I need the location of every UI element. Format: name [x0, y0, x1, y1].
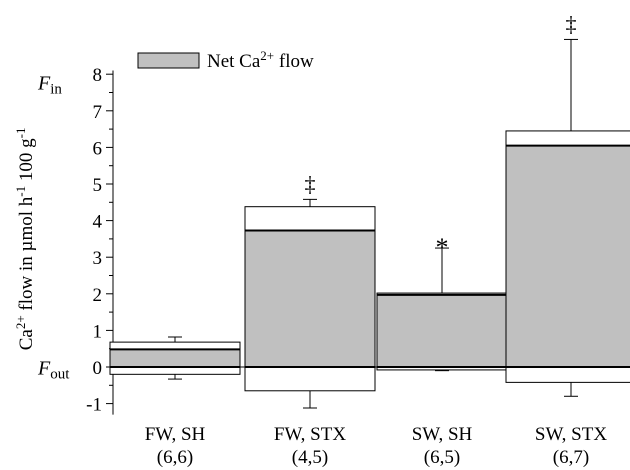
- y-tick-label: 1: [93, 321, 103, 342]
- y-axis-label: Ca2+ flow in µmol h-1 100 g-1: [13, 128, 38, 351]
- net-bar: [244, 229, 376, 368]
- y-tick-label: 6: [93, 138, 103, 159]
- labels: Fin Fout FW, SH(6,6) FW, STX(4,5) SW, SH(6,5…: [37, 48, 607, 469]
- bars: ‡ * ‡: [109, 11, 630, 409]
- x-sample-size-label: (4,5): [292, 447, 328, 468]
- net-bar: [505, 145, 630, 368]
- x-category-label: FW, STX: [274, 424, 346, 445]
- y-tick-label: 0: [93, 358, 103, 379]
- bar-group: [109, 336, 241, 380]
- x-sample-size-label: (6,5): [424, 447, 460, 468]
- x-sample-size-label: (6,6): [157, 447, 193, 468]
- y-axis: -1 0 1 2 3 4 5 6 7 8 Ca2+ flow in µmol h-1 100 g-1: [13, 65, 628, 416]
- legend-swatch: [137, 52, 200, 69]
- net-bar: [376, 294, 508, 368]
- x-category-label: SW, STX: [535, 424, 607, 445]
- y-tick-label: 5: [93, 175, 103, 196]
- fout-bar: [244, 366, 376, 392]
- y-tick-label: 2: [93, 285, 103, 306]
- significance-marker: *: [436, 233, 449, 262]
- y-tick-label: 3: [93, 248, 103, 269]
- y-tick-label: 4: [93, 212, 103, 233]
- significance-marker: ‡: [566, 11, 577, 36]
- bar-group: ‡: [505, 11, 630, 397]
- bar-group: ‡: [244, 171, 376, 409]
- fin-label: Fin: [37, 73, 62, 98]
- fout-label: Fout: [37, 357, 70, 382]
- x-category-label: FW, SH: [145, 424, 206, 445]
- net-bar: [109, 348, 241, 368]
- fout-bar: [109, 366, 241, 375]
- significance-marker: ‡: [305, 171, 316, 196]
- y-tick-label: -1: [86, 395, 102, 416]
- legend: Net Ca2+ flow: [137, 48, 314, 73]
- legend-label: Net Ca2+ flow: [207, 48, 314, 73]
- x-category-label: SW, SH: [412, 424, 473, 445]
- y-tick-label: 8: [93, 65, 103, 86]
- bar-group: *: [376, 233, 508, 372]
- fout-bar: [505, 366, 630, 383]
- y-tick-label: 7: [93, 102, 103, 123]
- x-sample-size-label: (6,7): [553, 447, 589, 468]
